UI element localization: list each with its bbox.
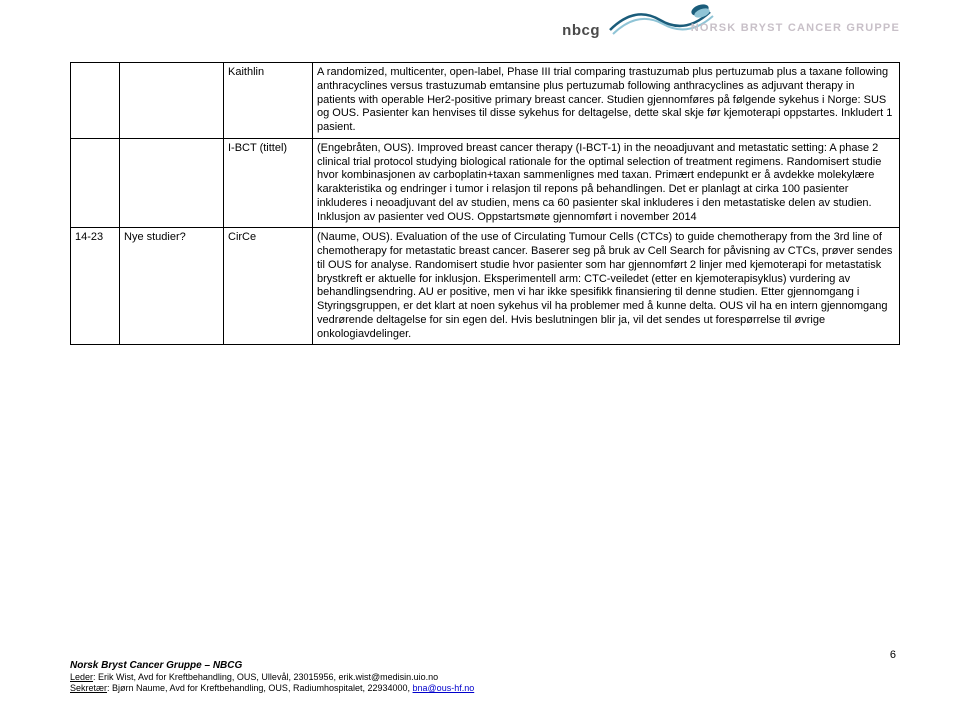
table-cell: CirCe xyxy=(224,228,313,345)
footer-secretary-label: Sekretær xyxy=(70,683,107,693)
table-cell xyxy=(120,138,224,228)
table-row: 14-23Nye studier?CirCe(Naume, OUS). Eval… xyxy=(71,228,900,345)
page-footer: Norsk Bryst Cancer Gruppe – NBCG Leder: … xyxy=(70,659,900,695)
footer-secretary-line: Sekretær: Bjørn Naume, Avd for Kreftbeha… xyxy=(70,683,900,695)
table-cell: Kaithlin xyxy=(224,63,313,139)
table-cell xyxy=(120,63,224,139)
header-org-name: NORSK BRYST CANCER GRUPPE xyxy=(691,22,900,34)
table-row: I-BCT (tittel)(Engebråten, OUS). Improve… xyxy=(71,138,900,228)
footer-secretary-text: : Bjørn Naume, Avd for Kreftbehandling, … xyxy=(107,683,413,693)
table-cell: (Naume, OUS). Evaluation of the use of C… xyxy=(313,228,900,345)
table-cell: I-BCT (tittel) xyxy=(224,138,313,228)
table-cell: Nye studier? xyxy=(120,228,224,345)
page-header: nbcg NORSK BRYST CANCER GRUPPE xyxy=(0,0,960,46)
table-row: KaithlinA randomized, multicenter, open-… xyxy=(71,63,900,139)
table-cell: 14-23 xyxy=(71,228,120,345)
footer-leader-label: Leder xyxy=(70,672,93,682)
footer-leader-line: Leder: Erik Wist, Avd for Kreftbehandlin… xyxy=(70,672,900,684)
table-cell: (Engebråten, OUS). Improved breast cance… xyxy=(313,138,900,228)
header-swirl-graphic xyxy=(605,0,715,40)
studies-table: KaithlinA randomized, multicenter, open-… xyxy=(70,62,900,345)
footer-title: Norsk Bryst Cancer Gruppe – NBCG xyxy=(70,659,900,672)
header-nbcg-logo-text: nbcg xyxy=(562,22,600,39)
footer-leader-text: : Erik Wist, Avd for Kreftbehandling, OU… xyxy=(93,672,438,682)
footer-secretary-email: bna@ous-hf.no xyxy=(413,683,475,693)
table-cell xyxy=(71,138,120,228)
table-cell xyxy=(71,63,120,139)
table-cell: A randomized, multicenter, open-label, P… xyxy=(313,63,900,139)
